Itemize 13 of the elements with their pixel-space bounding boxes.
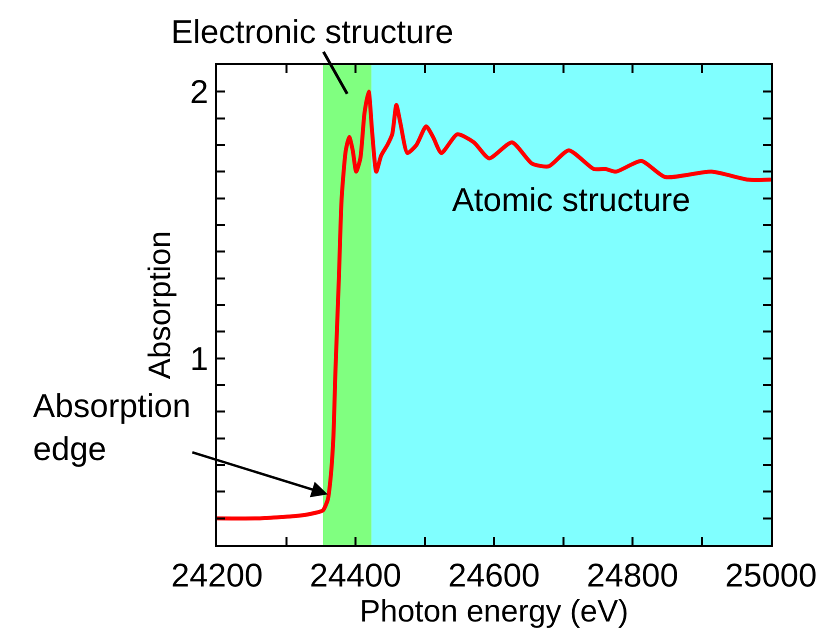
annotation: Absorption edge: [33, 387, 191, 467]
x-tick-label: 24800: [586, 556, 678, 594]
band-label: Atomic structure: [452, 181, 690, 218]
band-label: Electronic structure: [171, 13, 454, 50]
line-series: [217, 90, 771, 520]
x-tick-label: 24400: [310, 556, 402, 594]
y-axis-title: Absorption: [142, 230, 178, 380]
x-tick-label: 24200: [171, 556, 263, 594]
x-tick-label: 25000: [725, 556, 817, 594]
y-tick-label: 1: [190, 340, 208, 377]
x-tick-label: 24600: [448, 556, 540, 594]
x-axis-title: Photon energy (eV): [360, 594, 628, 629]
y-tick-label: 2: [190, 73, 208, 110]
